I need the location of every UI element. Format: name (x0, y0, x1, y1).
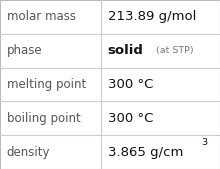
Text: 213.89 g/mol: 213.89 g/mol (108, 10, 196, 23)
Text: 3: 3 (201, 138, 207, 147)
Text: melting point: melting point (7, 78, 86, 91)
Text: 300 °C: 300 °C (108, 78, 153, 91)
Text: molar mass: molar mass (7, 10, 76, 23)
Text: phase: phase (7, 44, 42, 57)
Text: 3.865 g/cm: 3.865 g/cm (108, 146, 183, 159)
Text: density: density (7, 146, 50, 159)
Text: 300 °C: 300 °C (108, 112, 153, 125)
Text: boiling point: boiling point (7, 112, 80, 125)
Text: solid: solid (108, 44, 144, 57)
Text: (at STP): (at STP) (156, 46, 194, 55)
